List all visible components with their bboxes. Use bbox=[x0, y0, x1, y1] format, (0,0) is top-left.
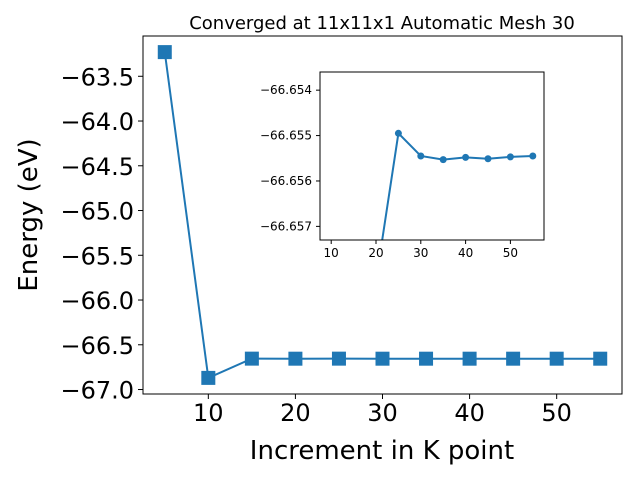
inset-background bbox=[320, 72, 544, 240]
inset-x-tick-label: 10 bbox=[324, 246, 339, 260]
main-x-tick-label: 10 bbox=[193, 399, 224, 427]
inset-y-tick-label: −66.656 bbox=[260, 174, 312, 188]
main-x-tick-label: 40 bbox=[454, 399, 485, 427]
inset-y-tick-label: −66.654 bbox=[260, 83, 312, 97]
inset-data-point bbox=[394, 129, 402, 137]
main-data-point bbox=[375, 351, 390, 366]
main-y-tick-label: −65.5 bbox=[60, 242, 134, 270]
main-data-point bbox=[462, 351, 477, 366]
main-y-tick-label: −66.0 bbox=[60, 287, 134, 315]
inset-y-tick-label: −66.655 bbox=[260, 129, 312, 143]
main-data-point bbox=[157, 45, 172, 60]
main-data-point bbox=[288, 351, 303, 366]
main-data-point bbox=[201, 370, 216, 385]
inset-y-tick-label: −66.657 bbox=[260, 219, 312, 233]
inset-x-ticks: 10 20 30 40 50 bbox=[324, 240, 518, 260]
inset-x-tick-label: 20 bbox=[368, 246, 383, 260]
main-x-tick-label: 20 bbox=[280, 399, 311, 427]
main-y-tick-label: −64.0 bbox=[60, 108, 134, 136]
main-data-point bbox=[549, 351, 564, 366]
main-y-tick-label: −63.5 bbox=[60, 63, 134, 91]
chart-title: Converged at 11x11x1 Automatic Mesh 30 bbox=[189, 13, 575, 34]
inset-x-tick-label: 40 bbox=[458, 246, 473, 260]
inset-x-tick-label: 50 bbox=[503, 246, 518, 260]
inset-data-point bbox=[529, 152, 537, 160]
main-y-tick-label: −65.0 bbox=[60, 198, 134, 226]
main-series bbox=[157, 45, 608, 385]
main-data-point bbox=[593, 351, 608, 366]
main-y-tick-label: −64.5 bbox=[60, 153, 134, 181]
inset-data-point bbox=[484, 155, 492, 163]
inset-y-ticks: −66.657 −66.656 −66.655 −66.654 bbox=[260, 83, 320, 233]
main-x-tick-label: 50 bbox=[541, 399, 572, 427]
inset-x-tick-label: 30 bbox=[413, 246, 428, 260]
inset-plot-frame bbox=[319, 71, 545, 241]
main-data-point bbox=[506, 351, 521, 366]
main-x-ticks: 10 20 30 40 50 bbox=[193, 394, 572, 427]
main-y-ticks: −63.5 −64.0 −64.5 −65.0 −65.5 −66.0 −66.5 −67.0 bbox=[60, 63, 143, 405]
inset-series bbox=[381, 129, 537, 240]
inset-data-point bbox=[462, 153, 470, 161]
main-data-point bbox=[419, 351, 434, 366]
main-x-tick-label: 30 bbox=[367, 399, 398, 427]
x-axis-label: Increment in K point bbox=[250, 436, 514, 466]
main-data-point bbox=[244, 351, 259, 366]
inset-series-line bbox=[381, 131, 533, 240]
main-y-tick-label: −67.0 bbox=[60, 377, 134, 405]
y-axis-label: Energy (eV) bbox=[14, 138, 44, 291]
main-y-tick-label: −66.5 bbox=[60, 332, 134, 360]
inset-data-point bbox=[506, 153, 514, 161]
main-data-point bbox=[331, 351, 346, 366]
inset-data-point bbox=[439, 156, 447, 164]
inset-data-point bbox=[417, 152, 425, 160]
